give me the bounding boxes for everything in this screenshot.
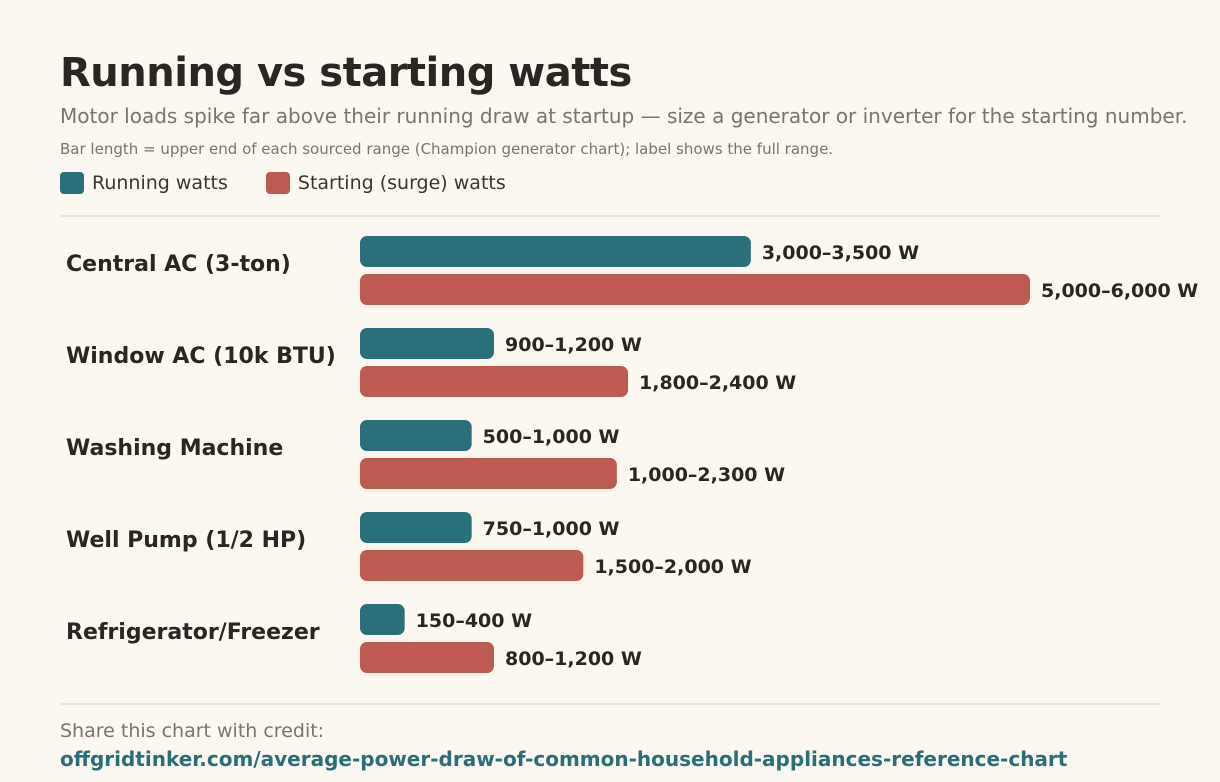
category-label: Well Pump (1/2 HP) [66,528,306,553]
running-value-label: 3,000–3,500 W [762,242,919,264]
running-bar [360,328,494,359]
running-value-label: 750–1,000 W [483,518,620,540]
credit-link[interactable]: offgridtinker.com/average-power-draw-of-… [60,747,1068,771]
starting-value-label: 5,000–6,000 W [1041,280,1198,302]
chart-subtitle: Motor loads spike far above their runnin… [60,104,1188,128]
top-divider [60,215,1160,217]
legend-label-starting: Starting (surge) watts [297,172,506,194]
credit-label: Share this chart with credit: [60,720,325,742]
category-label: Washing Machine [66,436,283,461]
category-label: Refrigerator/Freezer [66,620,320,645]
running-value-label: 900–1,200 W [505,334,642,356]
starting-bar [360,550,584,581]
bottom-divider [60,703,1160,705]
running-bar [360,604,405,635]
category-label: Window AC (10k BTU) [66,344,336,369]
running-bar [360,512,472,543]
legend-swatch-starting [265,172,290,194]
starting-value-label: 800–1,200 W [505,648,642,670]
legend: Running watts Starting (surge) watts [60,172,544,194]
running-value-label: 150–400 W [416,610,532,632]
starting-value-label: 1,800–2,400 W [639,372,796,394]
running-value-label: 500–1,000 W [483,426,620,448]
legend-item-running: Running watts [60,172,228,194]
starting-value-label: 1,000–2,300 W [628,464,785,486]
chart-title: Running vs starting watts [60,50,632,96]
legend-swatch-running [60,172,84,194]
starting-bar [360,458,617,489]
running-bar [360,236,751,267]
running-bar [360,420,472,451]
legend-item-starting: Starting (surge) watts [265,172,506,194]
chart-note: Bar length = upper end of each sourced r… [60,140,834,158]
legend-label-running: Running watts [92,172,228,194]
starting-bar [360,642,494,673]
starting-bar [360,366,628,397]
category-label: Central AC (3-ton) [66,252,291,277]
starting-bar [360,274,1030,305]
starting-value-label: 1,500–2,000 W [594,556,751,578]
